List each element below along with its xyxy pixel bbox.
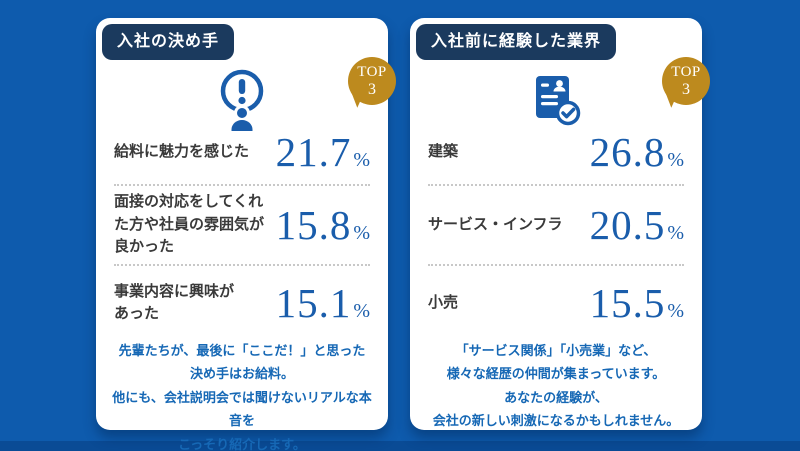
- stat-label: 事業内容に興味が あった: [114, 282, 235, 323]
- stat-label: 面接の対応をしてくれ た方や社員の雰囲気が 良かった: [114, 193, 265, 256]
- stat-label: サービス・インフラ: [428, 215, 563, 233]
- stat-number: 21.7: [275, 129, 352, 175]
- stat-unit: %: [353, 300, 370, 322]
- stat-number: 15.5: [589, 280, 666, 326]
- stat-row: 建築 26.8 %: [428, 120, 684, 184]
- stat-unit: %: [667, 300, 684, 322]
- stat-row: サービス・インフラ 20.5 %: [428, 184, 684, 264]
- stat-value: 26.8 %: [590, 128, 684, 176]
- stat-row: 給料に魅力を感じた 21.7 %: [114, 120, 370, 184]
- top3-badge: TOP 3: [347, 57, 396, 108]
- card-footer-note: 「サービス関係」「小売業」など、 様々な経歴の仲間が集まっています。 あなたの経…: [432, 343, 680, 429]
- card-prior-industries: 入社前に経験した業界 TOP 3 建築 26.8: [410, 18, 710, 430]
- card-title: 入社前に経験した業界: [431, 33, 602, 50]
- stat-label: 建築: [428, 142, 459, 160]
- stat-rows: 建築 26.8 % サービス・インフラ 20.5 % 小売 15.5 %: [428, 120, 684, 340]
- card-title: 入社の決め手: [117, 33, 220, 50]
- resume-check-icon: [410, 66, 702, 132]
- stat-row: 事業内容に興味が あった 15.1 %: [114, 264, 370, 340]
- top3-badge: TOP 3: [661, 57, 710, 108]
- card-footer-note: 先輩たちが、最後に「ここだ！」と思った 決め手はお給料。 他にも、会社説明会では…: [112, 343, 372, 451]
- background-bottom-strip: [0, 441, 800, 451]
- stat-value: 15.8 %: [276, 201, 370, 249]
- exclamation-person-icon: [96, 66, 388, 132]
- stat-number: 15.1: [275, 280, 352, 326]
- stat-value: 15.1 %: [276, 279, 370, 327]
- top3-badge-number: 3: [682, 80, 690, 98]
- stat-unit: %: [353, 222, 370, 244]
- top3-badge-number: 3: [368, 80, 376, 98]
- stat-value: 15.5 %: [590, 279, 684, 327]
- stat-number: 15.8: [275, 202, 352, 248]
- stat-label: 給料に魅力を感じた: [114, 142, 250, 160]
- stat-unit: %: [353, 149, 370, 171]
- stat-unit: %: [667, 149, 684, 171]
- card-joining-reasons: 入社の決め手 TOP 3 給料に魅力を感じた 21.7 %: [96, 18, 396, 451]
- stat-number: 26.8: [589, 129, 666, 175]
- stat-value: 20.5 %: [590, 201, 684, 249]
- card-title-badge: 入社前に経験した業界: [416, 24, 617, 60]
- top3-badge-word: TOP: [671, 63, 701, 80]
- card-title-badge: 入社の決め手: [102, 24, 235, 60]
- stat-value: 21.7 %: [276, 128, 370, 176]
- stat-rows: 給料に魅力を感じた 21.7 % 面接の対応をしてくれ た方や社員の雰囲気が 良…: [114, 120, 370, 340]
- top3-badge-word: TOP: [357, 63, 387, 80]
- stat-label: 小売: [428, 293, 459, 311]
- stat-unit: %: [667, 222, 684, 244]
- stat-number: 20.5: [589, 202, 666, 248]
- stat-row: 小売 15.5 %: [428, 264, 684, 340]
- stat-row: 面接の対応をしてくれ た方や社員の雰囲気が 良かった 15.8 %: [114, 184, 370, 264]
